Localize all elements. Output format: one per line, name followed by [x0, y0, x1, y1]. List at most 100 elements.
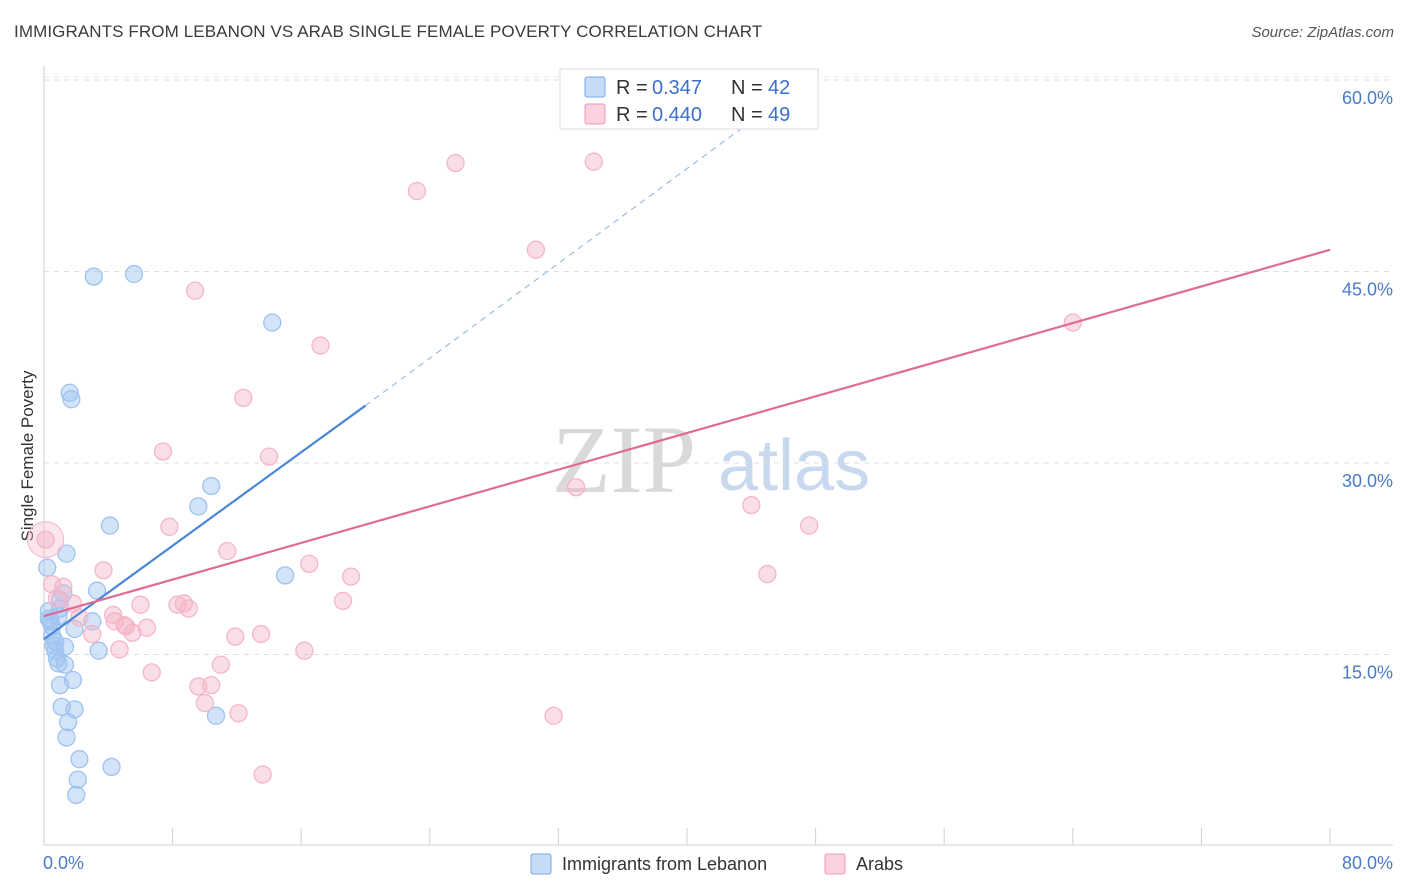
trend-lines: [43, 108, 1331, 641]
point-arabs: [103, 605, 123, 625]
point-arabs: [742, 495, 761, 515]
point-lebanon: [263, 313, 282, 332]
point-arabs: [251, 624, 271, 644]
watermark-zip: ZIP: [552, 406, 696, 513]
data-points: [27, 152, 1082, 805]
legend-r-label: R =: [616, 104, 648, 126]
gridlines: [44, 76, 1393, 655]
axes: [43, 66, 1393, 846]
point-lebanon: [38, 558, 57, 577]
point-arabs: [105, 612, 124, 631]
point-arabs: [544, 706, 563, 725]
point-arabs: [185, 281, 205, 300]
point-arabs: [300, 554, 319, 574]
point-arabs: [584, 152, 603, 171]
point-arabs: [195, 693, 214, 713]
point-arabs: [179, 599, 198, 618]
legend-n-value-arabs: 49: [768, 104, 790, 126]
point-lebanon: [63, 670, 83, 690]
legend-r-value-arabs: 0.440: [652, 104, 702, 126]
point-lebanon: [55, 655, 75, 674]
point-arabs: [36, 530, 55, 549]
series-legend: Immigrants from Lebanon Arabs: [530, 853, 903, 875]
point-arabs: [218, 541, 237, 561]
point-arabs: [229, 704, 248, 723]
legend-n-label: N =: [731, 77, 763, 99]
point-arabs-large: [27, 521, 65, 559]
point-arabs: [295, 641, 314, 660]
point-lebanon: [44, 636, 63, 655]
point-arabs: [83, 624, 102, 644]
point-arabs: [446, 153, 465, 173]
point-arabs: [115, 615, 134, 635]
y-axis-label: Single Female Poverty: [18, 370, 37, 542]
legend-n-label: N =: [731, 104, 763, 126]
point-arabs: [202, 675, 221, 695]
trend-line-arabs: [43, 248, 1331, 618]
trend-line-lebanon-extension: [365, 108, 768, 407]
legend-r-value-lebanon: 0.347: [652, 77, 702, 99]
point-arabs: [526, 240, 546, 259]
point-lebanon: [60, 383, 79, 402]
legend-label-arabs: Arabs: [856, 854, 903, 874]
point-lebanon: [275, 566, 295, 585]
watermark-atlas: atlas: [718, 426, 870, 506]
point-arabs: [142, 663, 161, 682]
point-arabs: [234, 388, 253, 408]
point-arabs: [333, 591, 353, 611]
point-arabs: [168, 595, 187, 614]
point-lebanon: [70, 750, 89, 769]
point-arabs: [160, 517, 179, 536]
legend-n-value-lebanon: 42: [768, 77, 790, 99]
point-arabs: [54, 577, 73, 596]
y-tick-label: 30.0%: [1342, 471, 1393, 491]
point-arabs: [42, 575, 62, 594]
y-tick-labels: 15.0% 30.0% 45.0% 60.0%: [1342, 88, 1393, 683]
point-arabs: [137, 618, 157, 637]
point-lebanon: [65, 619, 84, 639]
point-lebanon: [67, 785, 86, 805]
y-tick-label: 15.0%: [1342, 663, 1393, 683]
point-arabs: [758, 564, 777, 584]
point-arabs: [226, 627, 245, 646]
point-lebanon: [202, 476, 221, 496]
point-lebanon: [189, 497, 208, 516]
legend-label-lebanon: Immigrants from Lebanon: [562, 854, 767, 874]
point-lebanon: [102, 757, 121, 776]
point-arabs: [211, 655, 230, 674]
point-lebanon: [124, 264, 144, 284]
legend-swatch-lebanon: [530, 853, 552, 875]
point-lebanon: [57, 544, 76, 563]
legend-swatch-arabs: [824, 853, 846, 875]
trend-line-lebanon: [43, 404, 367, 641]
legend-swatch-lebanon: [584, 76, 606, 98]
point-lebanon: [49, 654, 68, 673]
point-arabs: [153, 442, 173, 461]
point-lebanon: [84, 267, 103, 286]
point-lebanon: [68, 770, 87, 789]
point-lebanon: [89, 641, 108, 660]
point-arabs: [131, 595, 150, 614]
point-arabs: [94, 561, 113, 580]
legend-swatch-arabs: [584, 103, 606, 125]
point-arabs: [800, 516, 819, 535]
source-label: Source: ZipAtlas.com: [1251, 24, 1394, 41]
point-arabs: [253, 765, 272, 784]
y-tick-label: 45.0%: [1342, 280, 1393, 300]
point-lebanon: [57, 728, 76, 747]
point-arabs: [407, 181, 427, 201]
x-tick-label-min: 0.0%: [43, 853, 84, 873]
point-lebanon: [87, 581, 107, 600]
point-arabs: [341, 567, 361, 586]
correlation-legend: R = 0.347 N = 42 R = 0.440 N = 49: [559, 68, 819, 130]
point-lebanon: [62, 390, 81, 409]
legend-r-label: R =: [616, 77, 648, 99]
point-lebanon: [100, 516, 120, 535]
chart-title: IMMIGRANTS FROM LEBANON VS ARAB SINGLE F…: [14, 22, 763, 41]
y-tick-label: 60.0%: [1342, 88, 1393, 108]
point-arabs: [110, 640, 129, 659]
point-arabs: [311, 336, 330, 355]
point-arabs: [259, 447, 279, 466]
point-arabs: [566, 478, 586, 497]
